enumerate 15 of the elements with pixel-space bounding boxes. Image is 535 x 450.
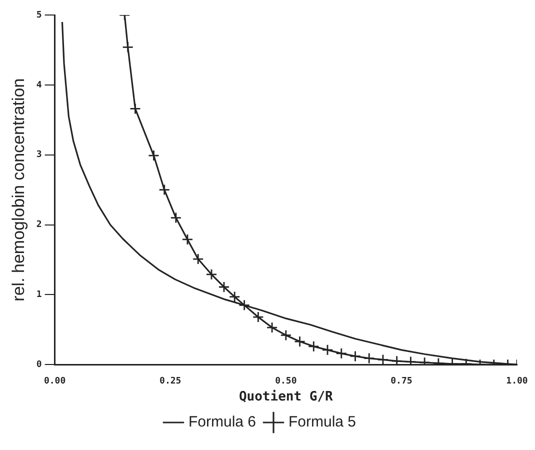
legend-label: Formula 5 bbox=[288, 414, 356, 431]
y-tick-label: 5 bbox=[36, 10, 42, 20]
y-axis-title: rel. hemoglobin concentration bbox=[8, 78, 28, 302]
x-tick-label: 0.75 bbox=[390, 376, 412, 386]
y-tick-label: 0 bbox=[36, 360, 42, 370]
legend-label: Formula 6 bbox=[188, 414, 256, 431]
x-axis-title: Quotient G/R bbox=[238, 390, 334, 405]
x-tick-label: 0.00 bbox=[44, 376, 66, 386]
x-tick-label: 0.25 bbox=[160, 376, 182, 386]
x-tick-label: 1.00 bbox=[506, 376, 528, 386]
y-tick-label: 4 bbox=[36, 80, 42, 90]
y-tick-label: 1 bbox=[36, 290, 42, 300]
y-tick-label: 2 bbox=[36, 220, 42, 230]
y-tick-label: 3 bbox=[36, 150, 42, 160]
x-tick-label: 0.50 bbox=[275, 376, 297, 386]
